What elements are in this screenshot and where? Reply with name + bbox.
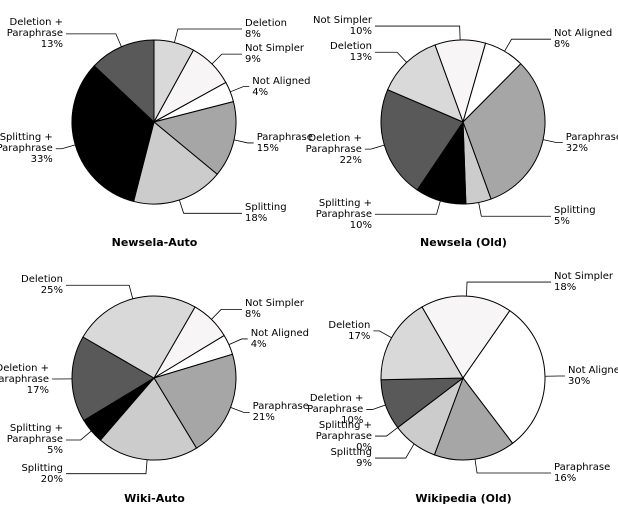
slice-label: Deletion8% <box>245 18 287 40</box>
leader-line <box>543 140 563 143</box>
leader-line <box>475 459 551 473</box>
panel-wikipedia-old: Not Simpler18% Not Aligned30% Paraphrase16… <box>309 256 618 512</box>
leader-line <box>56 145 75 149</box>
slice-label: Splitting +Paraphrase33% <box>0 132 53 165</box>
slice-label: Deletion +Paraphrase17% <box>0 363 49 396</box>
panel-newsela-old: Not Aligned8% Paraphrase32% Splitting5% Not… <box>309 0 618 256</box>
leader-line <box>212 54 242 64</box>
panel-wiki-auto: Not Simpler8% Not Aligned4% Paraphrase21% D… <box>0 256 309 512</box>
slice-label: Deletion25% <box>21 274 63 296</box>
leader-line <box>504 39 551 51</box>
slice-label: Deletion17% <box>328 320 370 342</box>
leader-line <box>179 200 242 213</box>
slice-label: Not Simpler9% <box>245 43 304 65</box>
slice-label: Deletion +Paraphrase13% <box>7 17 63 50</box>
leader-line <box>375 52 407 62</box>
slice-label: Not Simpler18% <box>554 271 613 293</box>
slice-label: Deletion +Paraphrase22% <box>306 133 362 166</box>
leader-line <box>375 26 460 40</box>
chart-title: Newsela (Old) <box>309 236 618 249</box>
slice-label: Not Simpler8% <box>245 298 304 320</box>
slice-label: Not Simpler10% <box>313 15 372 37</box>
leader-line <box>174 29 242 43</box>
slice-label: Splitting +Paraphrase5% <box>7 423 63 456</box>
leader-line <box>373 331 391 338</box>
slice-label: Splitting18% <box>245 202 287 224</box>
leader-line <box>230 87 249 92</box>
leader-line <box>211 309 242 319</box>
slice-label: Paraphrase32% <box>566 132 618 154</box>
leader-line <box>466 282 551 296</box>
leader-line <box>479 202 551 216</box>
slice-label: Splitting9% <box>330 447 372 469</box>
leader-line <box>66 431 91 440</box>
slice-label: Paraphrase15% <box>257 132 313 154</box>
slice-label: Not Aligned30% <box>568 365 618 387</box>
slice-label: Splitting20% <box>21 463 63 485</box>
slice-label: Not Aligned8% <box>554 28 612 50</box>
leader-line <box>66 285 133 299</box>
slice-label: Not Aligned4% <box>251 328 309 350</box>
slice-label: Paraphrase21% <box>253 401 309 423</box>
slice-label: Paraphrase16% <box>554 462 610 484</box>
leader-line <box>229 339 248 345</box>
leader-line <box>231 407 250 412</box>
leader-line <box>375 201 440 214</box>
leader-line <box>66 460 147 474</box>
leader-line <box>366 405 385 410</box>
leader-line <box>375 428 398 436</box>
leader-line <box>365 145 384 149</box>
slice-label: Splitting5% <box>554 205 596 227</box>
slice-label: Not Aligned4% <box>252 76 310 98</box>
figure-stage: Deletion8% Not Simpler9% Not Aligned4% Para… <box>0 0 618 512</box>
leader-line <box>66 34 121 47</box>
leader-line <box>234 140 254 143</box>
slice-label: Deletion13% <box>330 41 372 63</box>
slice-label: Splitting +Paraphrase10% <box>316 198 372 231</box>
chart-title: Wiki-Auto <box>0 492 309 505</box>
panel-newsela-auto: Deletion8%Not Simpler9%Not Aligned4%Para… <box>0 0 309 256</box>
chart-title: Newsela-Auto <box>0 236 309 249</box>
chart-title: Wikipedia (Old) <box>309 492 618 505</box>
leader-line <box>375 444 414 458</box>
